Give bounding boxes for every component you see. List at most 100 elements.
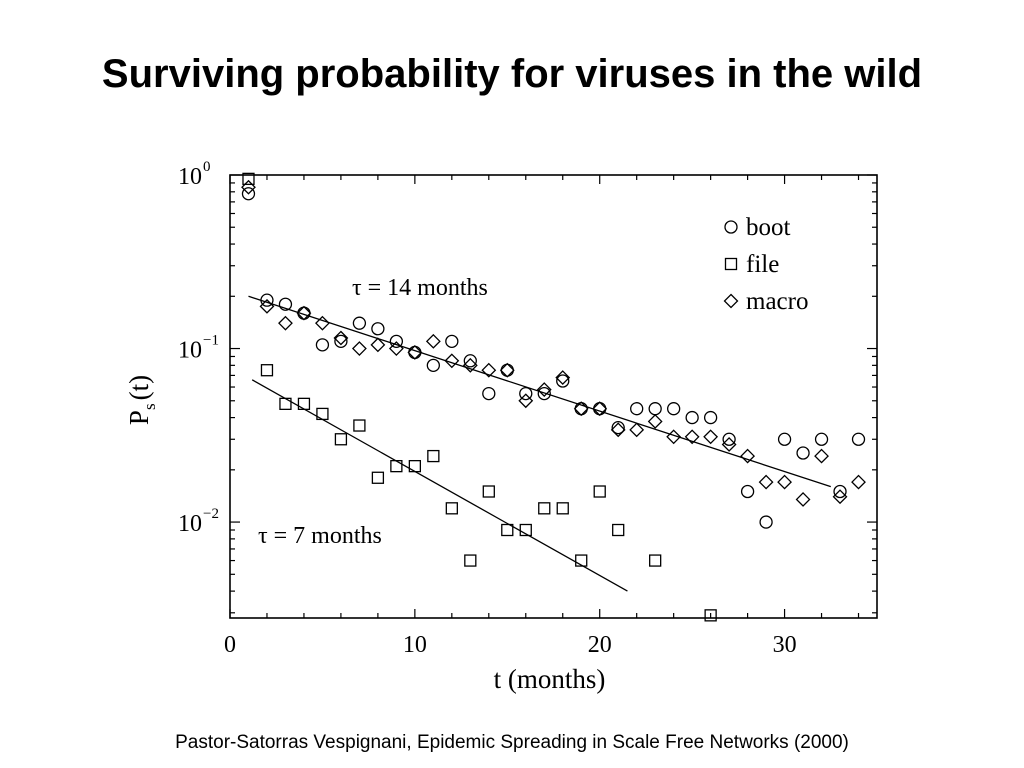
boot-point (241, 187, 256, 201)
boot-point (833, 484, 847, 499)
file-point (704, 609, 717, 622)
file-point (427, 449, 440, 463)
y-tick-exponent: −1 (203, 333, 219, 349)
boot-point (648, 402, 662, 416)
boot-legend-marker (724, 220, 738, 234)
macro-point (758, 474, 774, 490)
macro-point (407, 344, 423, 360)
plot-frame (229, 174, 878, 619)
y-tick-exponent: −2 (203, 506, 219, 522)
file-point (334, 433, 348, 446)
boot-point (759, 515, 773, 529)
macro-point (647, 414, 663, 429)
macro-point (370, 337, 386, 353)
file-point (519, 523, 532, 537)
macro-point (241, 179, 256, 195)
macro-point (315, 315, 330, 331)
boot-point (685, 410, 699, 425)
macro-point (795, 492, 811, 507)
fit-line (251, 379, 628, 592)
macro-point (573, 401, 589, 417)
boot-point (352, 316, 367, 330)
file-point (538, 502, 551, 515)
file-point (297, 397, 311, 410)
boot-point (482, 386, 496, 401)
boot-point (519, 386, 533, 401)
boot-point (537, 386, 551, 401)
boot-point (371, 322, 385, 336)
fit-line-label: τ = 7 months (258, 523, 382, 549)
file-point (482, 485, 495, 498)
y-tick-exponent: 0 (203, 159, 211, 175)
boot-point (260, 293, 274, 307)
macro-point (777, 474, 792, 490)
y-axis-label: Ps(t) (124, 375, 159, 425)
file-point (260, 364, 274, 377)
macro-point (592, 401, 608, 417)
boot-point (851, 432, 866, 446)
y-tick-label: 10 (178, 164, 202, 190)
file-point (593, 485, 606, 498)
slide-title: Surviving probability for viruses in the… (101, 52, 923, 96)
macro-point (610, 422, 626, 438)
macro-point (425, 333, 441, 349)
x-axis-label: t (months) (494, 664, 606, 694)
boot-point (463, 354, 477, 368)
macro-point (278, 315, 293, 331)
boot-point (389, 334, 404, 348)
boot-point (630, 402, 644, 416)
boot-point (556, 374, 570, 388)
boot-point (740, 484, 755, 499)
fit-line-label: τ = 14 months (352, 275, 488, 301)
macro-point (499, 362, 515, 378)
boot-point (796, 446, 810, 460)
legend-label: boot (746, 214, 791, 241)
boot-point (278, 297, 293, 311)
file-point (408, 459, 422, 473)
macro-point (388, 341, 404, 356)
macro-point (684, 429, 700, 445)
boot-point (667, 402, 681, 416)
macro-point (351, 341, 367, 356)
macro-point (703, 429, 719, 445)
macro-point (666, 429, 682, 445)
macro-point (481, 362, 497, 378)
macro-point (462, 357, 478, 373)
y-tick-label: 10 (178, 511, 202, 537)
macro-point (832, 489, 848, 505)
file-point (371, 471, 385, 484)
file-point (501, 523, 514, 537)
file-point (464, 554, 477, 567)
macro-point (518, 393, 534, 409)
macro-point (444, 353, 460, 369)
x-tick-label: 10 (403, 632, 427, 658)
boot-point (445, 334, 459, 348)
macro-legend-marker (723, 293, 739, 309)
macro-point (536, 382, 552, 398)
boot-point (593, 402, 607, 416)
file-point (353, 419, 366, 432)
file-point (242, 172, 255, 186)
file-point (649, 554, 662, 567)
file-point (612, 523, 625, 537)
boot-point (703, 410, 718, 425)
file-point (575, 554, 588, 567)
macro-point (259, 298, 275, 314)
macro-point (555, 370, 571, 386)
boot-point (500, 363, 514, 377)
boot-point (426, 358, 440, 372)
macro-point (629, 422, 645, 438)
file-point (556, 502, 569, 515)
boot-point (315, 338, 330, 352)
file-point (279, 397, 292, 410)
y-tick-label: 10 (178, 338, 202, 364)
macro-point (740, 448, 756, 464)
boot-point (777, 432, 792, 446)
macro-point (721, 437, 737, 452)
macro-point (851, 474, 866, 490)
boot-point (611, 421, 625, 435)
file-point (390, 459, 403, 473)
file-legend-marker (724, 257, 738, 271)
x-tick-label: 30 (773, 632, 797, 658)
